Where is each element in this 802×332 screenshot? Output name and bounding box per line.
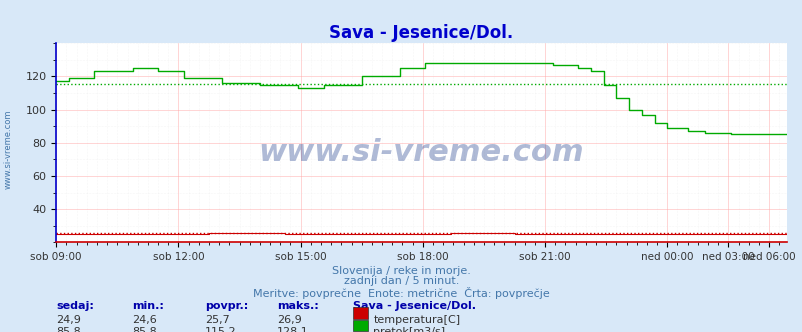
Text: 24,6: 24,6	[132, 315, 157, 325]
Text: sedaj:: sedaj:	[56, 301, 94, 311]
Text: Meritve: povprečne  Enote: metrične  Črta: povprečje: Meritve: povprečne Enote: metrične Črta:…	[253, 287, 549, 299]
Title: Sava - Jesenice/Dol.: Sava - Jesenice/Dol.	[329, 24, 513, 42]
Text: 26,9: 26,9	[277, 315, 302, 325]
Text: Sava - Jesenice/Dol.: Sava - Jesenice/Dol.	[353, 301, 476, 311]
Text: temperatura[C]: temperatura[C]	[373, 315, 460, 325]
Text: 115,2: 115,2	[205, 327, 236, 332]
Text: 85,8: 85,8	[56, 327, 81, 332]
Text: min.:: min.:	[132, 301, 164, 311]
Text: www.si-vreme.com: www.si-vreme.com	[4, 110, 13, 189]
Text: 25,7: 25,7	[205, 315, 229, 325]
Text: zadnji dan / 5 minut.: zadnji dan / 5 minut.	[343, 276, 459, 286]
Text: www.si-vreme.com: www.si-vreme.com	[258, 138, 584, 167]
Text: povpr.:: povpr.:	[205, 301, 248, 311]
Text: Slovenija / reke in morje.: Slovenija / reke in morje.	[332, 266, 470, 276]
Text: maks.:: maks.:	[277, 301, 318, 311]
Text: 128,1: 128,1	[277, 327, 309, 332]
Text: 85,8: 85,8	[132, 327, 157, 332]
Text: pretok[m3/s]: pretok[m3/s]	[373, 327, 445, 332]
Text: 24,9: 24,9	[56, 315, 81, 325]
